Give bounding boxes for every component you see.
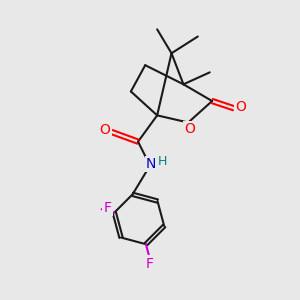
Text: O: O [235,100,246,114]
Text: O: O [100,123,110,137]
Text: O: O [184,122,195,136]
Text: F: F [103,201,112,215]
Text: F: F [145,256,153,271]
Text: H: H [157,155,167,168]
Text: N: N [146,157,156,171]
